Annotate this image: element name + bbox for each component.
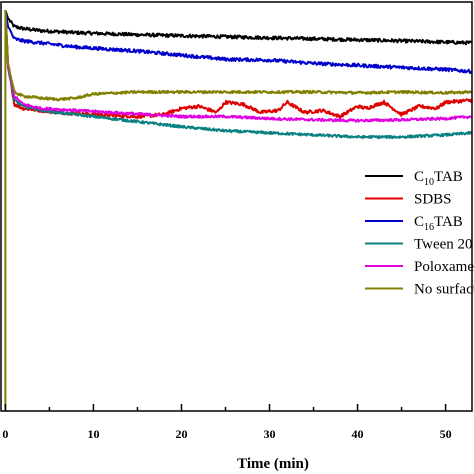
x-tick-label: 20 xyxy=(175,427,187,441)
x-tick-label: 0 xyxy=(2,427,8,441)
legend-label: No surfactant xyxy=(414,282,474,298)
series-line-5 xyxy=(4,10,473,102)
x-tick-label: 30 xyxy=(264,427,276,441)
x-tick-label: 50 xyxy=(440,427,452,441)
series-line-1 xyxy=(4,10,473,120)
legend: C10TAB SDBS C16TAB Tween 20 Poloxamer No surf… xyxy=(365,169,474,298)
x-axis-title: Time (min) xyxy=(237,456,309,472)
tick-layer: 0 10 20 30 40 50 xyxy=(2,404,452,441)
plot-frame xyxy=(0,1,473,412)
series-line-3 xyxy=(4,10,473,140)
series-line-4 xyxy=(4,10,473,123)
legend-label: C16TAB xyxy=(414,214,463,233)
x-tick-label: 40 xyxy=(352,427,364,441)
series-line-0 xyxy=(4,9,473,46)
legend-label: Poloxamer xyxy=(414,259,474,275)
series-layer xyxy=(4,9,473,411)
legend-label: C10TAB xyxy=(414,169,463,188)
legend-label: Tween 20 xyxy=(414,237,473,253)
legend-label: SDBS xyxy=(414,192,452,208)
x-tick-label: 10 xyxy=(87,427,99,441)
series-line-2 xyxy=(4,10,473,74)
